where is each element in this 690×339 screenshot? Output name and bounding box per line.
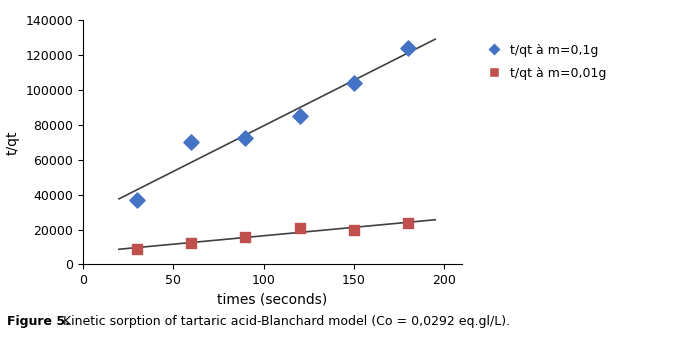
Point (402, 221, 413, 226)
Point (240, 135, 251, 141)
Point (132, 246, 143, 252)
Point (402, 45, 413, 51)
Point (294, 225, 305, 231)
Point (132, 197, 143, 203)
Point (348, 80, 359, 86)
Text: Figure 5.: Figure 5. (7, 315, 70, 328)
Point (186, 140, 197, 145)
Point (186, 241, 197, 246)
Y-axis label: t/qt: t/qt (6, 130, 19, 155)
Point (348, 227, 359, 232)
X-axis label: times (seconds): times (seconds) (217, 293, 328, 307)
Point (294, 114, 305, 119)
Legend: t/qt à m=0,1g, t/qt à m=0,01g: t/qt à m=0,1g, t/qt à m=0,01g (476, 39, 611, 85)
Text: Kinetic sorption of tartaric acid-Blanchard model (Co = 0,0292 eq.gl/L).: Kinetic sorption of tartaric acid-Blanch… (59, 315, 510, 328)
Point (240, 234, 251, 239)
